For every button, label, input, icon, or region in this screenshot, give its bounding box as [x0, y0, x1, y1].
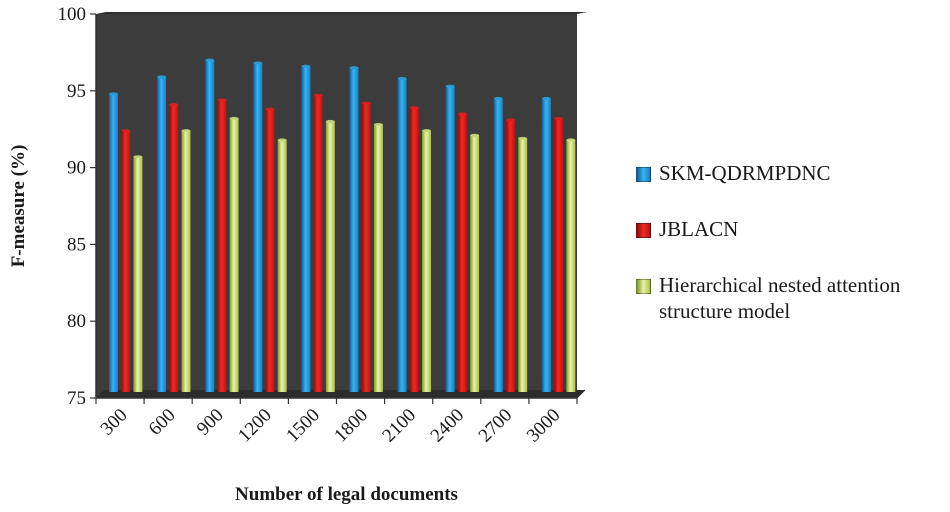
bar-2-600: [169, 104, 179, 393]
bar-top-2-1500: [313, 93, 323, 98]
x-tick-label-3000: 3000: [523, 405, 565, 447]
bar-1-1800: [349, 67, 359, 392]
bar-top-2-300: [121, 129, 131, 133]
legend-swatch-series-3: [636, 279, 651, 294]
bar-3-2700: [518, 138, 528, 392]
bar-3-900: [229, 118, 239, 392]
bar-2-900: [217, 100, 227, 393]
x-tick-label-900: 900: [193, 405, 228, 440]
bar-top-1-600: [157, 75, 167, 79]
bar-top-3-2400: [470, 133, 480, 137]
bar-1-3000: [541, 98, 551, 392]
bar-2-1200: [265, 109, 275, 393]
x-axis-depth-line: [576, 389, 586, 399]
bar-top-3-900: [229, 116, 239, 121]
bar-top-1-2700: [493, 96, 503, 101]
plot-back-wall: [96, 14, 577, 398]
x-tick-label-1500: 1500: [282, 405, 324, 447]
bar-top-2-3000: [554, 116, 564, 121]
x-tick-label-2100: 2100: [378, 405, 420, 447]
bar-1-600: [157, 76, 167, 392]
bar-1-900: [205, 60, 215, 393]
y-tick-label-80: 80: [67, 311, 86, 332]
bar-top-3-3000: [566, 138, 576, 142]
x-axis-title: Number of legal documents: [235, 484, 458, 505]
bar-1-2100: [397, 78, 407, 393]
bar-1-1200: [253, 63, 263, 392]
bar-top-3-300: [133, 155, 143, 159]
bar-3-2100: [422, 130, 431, 392]
legend-item-series-2: JBLACN: [636, 216, 948, 242]
bar-top-2-1200: [265, 107, 275, 111]
x-tick-label-1200: 1200: [234, 405, 276, 447]
bar-top-3-1800: [373, 122, 383, 127]
bar-top-1-900: [205, 58, 215, 62]
bar-top-2-2400: [457, 112, 467, 116]
legend-item-series-1: SKM-QDRMPDNC: [636, 160, 948, 186]
bar-1-2400: [445, 86, 455, 392]
bar-top-1-1200: [253, 61, 263, 65]
bar-top-1-300: [109, 92, 118, 96]
bar-1-2700: [493, 98, 503, 392]
y-axis-title: F-measure (%): [8, 145, 29, 268]
y-tick-label-75: 75: [67, 388, 86, 409]
legend-swatch-series-2: [636, 223, 651, 238]
bar-top-3-600: [181, 129, 191, 133]
bar-top-2-1800: [361, 101, 371, 105]
x-tick-label-1800: 1800: [330, 405, 372, 447]
bar-top-3-1500: [325, 119, 335, 124]
bar-2-300: [121, 130, 131, 392]
bar-top-2-2700: [506, 118, 515, 122]
y-tick-label-100: 100: [58, 4, 87, 25]
bar-3-1200: [277, 139, 287, 392]
bar-top-2-900: [217, 98, 227, 102]
bar-top-1-1500: [301, 64, 311, 68]
bar-2-1500: [313, 95, 323, 393]
bar-3-1500: [325, 121, 335, 393]
chart-legend: SKM-QDRMPDNC JBLACN Hierarchical nested …: [636, 160, 948, 354]
legend-label-series-1: SKM-QDRMPDNC: [659, 161, 831, 185]
bar-3-3000: [566, 139, 576, 392]
bar-1-300: [109, 93, 118, 392]
bar-2-3000: [554, 118, 564, 392]
bar-top-1-2400: [445, 84, 455, 88]
bar-2-1800: [361, 103, 371, 392]
y-tick-label-95: 95: [67, 81, 86, 102]
bar-3-300: [133, 156, 143, 392]
legend-swatch-series-1: [636, 167, 651, 182]
bar-top-1-3000: [541, 96, 551, 101]
bar-3-1800: [373, 124, 383, 392]
bar-top-3-1200: [277, 138, 287, 142]
plot-top-edge: [96, 12, 587, 14]
x-tick-label-600: 600: [145, 405, 180, 440]
x-tick-label-2700: 2700: [475, 405, 517, 447]
bar-top-1-2100: [397, 76, 407, 81]
bar-2-2100: [409, 107, 419, 393]
bar-top-2-600: [169, 103, 179, 107]
bar-top-1-1800: [349, 66, 359, 70]
bar-top-3-2700: [518, 136, 528, 141]
legend-item-series-3: Hierarchical nested attention structure …: [636, 272, 948, 324]
bar-3-2400: [470, 135, 480, 392]
x-tick-label-2400: 2400: [427, 405, 469, 447]
y-tick-label-90: 90: [67, 158, 86, 179]
bar-top-3-2100: [422, 129, 431, 133]
y-tick-label-85: 85: [67, 234, 86, 255]
bar-top-2-2100: [409, 106, 419, 110]
bar-1-1500: [301, 66, 311, 392]
legend-label-series-2: JBLACN: [659, 217, 739, 241]
legend-label-series-3: Hierarchical nested attention structure …: [659, 273, 901, 323]
x-tick-label-300: 300: [97, 405, 132, 440]
bar-2-2400: [457, 113, 467, 392]
bar-2-2700: [506, 119, 515, 392]
bar-3-600: [181, 130, 191, 392]
